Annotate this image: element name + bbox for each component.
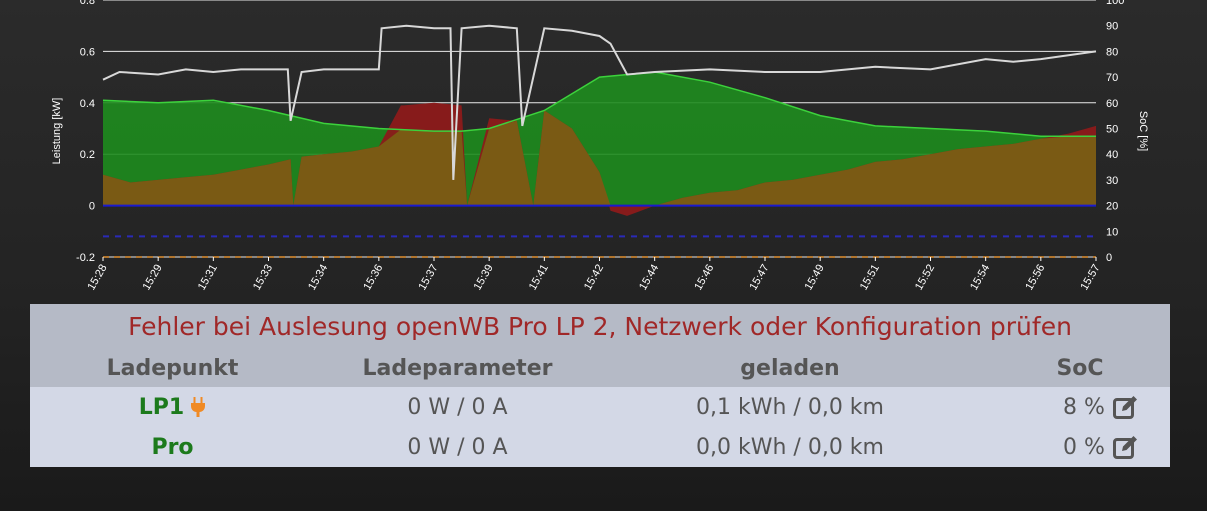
charged-amount: 0,1 kWh / 0,0 km <box>696 394 884 420</box>
y-tick-right: 0 <box>1106 252 1112 264</box>
y-tick-right: 20 <box>1106 201 1118 213</box>
table-header-row: Ladepunkt Ladeparameter geladen SoC <box>30 350 1170 387</box>
x-tick-label: 15:37 <box>416 263 440 293</box>
y-tick-right: 70 <box>1106 72 1118 84</box>
x-tick-label: 15:29 <box>141 263 165 293</box>
charged-amount: 0,0 kWh / 0,0 km <box>696 434 884 460</box>
x-tick-label: 15:44 <box>637 263 661 293</box>
y-tick-left: 0.2 <box>80 149 95 161</box>
power-chart: -0.2 0 0.2 0.4 0.6 0.8 0 10 20 30 40 50 60 70 80 90 100 1… <box>51 0 1149 293</box>
x-tick-label: 15:47 <box>747 263 771 293</box>
x-tick-label: 15:49 <box>803 263 827 293</box>
x-tick-label: 15:39 <box>472 263 496 293</box>
x-tick-label: 15:41 <box>527 263 551 293</box>
pro-name-cell[interactable]: Pro <box>115 427 230 467</box>
x-tick-label: 15:34 <box>306 263 330 293</box>
power-chart-svg: -0.2 0 0.2 0.4 0.6 0.8 0 10 20 30 40 50 60 70 80 90 100 1… <box>51 0 1149 293</box>
x-tick-label: 15:57 <box>1078 263 1102 293</box>
plug-icon <box>191 397 206 417</box>
y-tick-left: 0.4 <box>80 98 95 110</box>
y-tick-right: 40 <box>1106 149 1118 161</box>
header-geladen: geladen <box>740 356 840 381</box>
y-axis-label-right: SoC [%] <box>1137 111 1149 151</box>
soc-cell: 0 % <box>1005 427 1155 467</box>
table-row-lp1: LP1 0 W / 0 A 0,1 kWh / 0,0 km 8 % <box>30 387 1170 427</box>
edit-icon[interactable] <box>1112 434 1139 460</box>
soc-cell: 8 % <box>1005 387 1155 427</box>
x-tick-label: 15:31 <box>196 263 220 293</box>
chargepoint-name: LP1 <box>138 394 185 420</box>
x-tick-label: 15:54 <box>968 263 992 293</box>
y-tick-left: 0 <box>89 201 95 213</box>
charge-status-panel: Fehler bei Auslesung openWB Pro LP 2, Ne… <box>30 304 1170 467</box>
soc-value: 8 % <box>1063 394 1105 420</box>
y-tick-right: 100 <box>1106 0 1124 7</box>
series-area-overlap <box>103 110 1096 206</box>
error-message: Fehler bei Auslesung openWB Pro LP 2, Ne… <box>128 312 1072 341</box>
table-row-pro: Pro 0 W / 0 A 0,0 kWh / 0,0 km 0 % <box>30 427 1170 467</box>
series-line-green <box>102 71 1096 137</box>
x-tick-label: 15:36 <box>361 263 385 293</box>
x-tick-label: 15:51 <box>858 263 882 293</box>
lp1-name-cell[interactable]: LP1 <box>115 387 230 427</box>
y-tick-right: 50 <box>1106 124 1118 136</box>
x-tick-label: 15:56 <box>1023 263 1047 293</box>
header-soc: SoC <box>1056 356 1104 381</box>
y-tick-left: -0.2 <box>76 252 95 264</box>
y-axis-label-left: Leistung [kW] <box>51 98 63 165</box>
edit-icon[interactable] <box>1112 394 1139 420</box>
y-tick-right: 80 <box>1106 46 1118 58</box>
y-tick-right: 30 <box>1106 175 1118 187</box>
header-ladeparameter: Ladeparameter <box>362 356 553 381</box>
charge-params: 0 W / 0 A <box>407 434 508 460</box>
y-tick-right: 90 <box>1106 21 1118 33</box>
y-tick-left: 0.6 <box>80 46 95 58</box>
x-tick-label: 15:52 <box>913 263 937 293</box>
x-tick-label: 15:42 <box>582 263 606 293</box>
chargepoint-name: Pro <box>151 434 194 460</box>
x-tick-label: 15:28 <box>85 263 109 293</box>
y-tick-left: 0.8 <box>80 0 95 7</box>
soc-value: 0 % <box>1063 434 1105 460</box>
y-tick-right: 10 <box>1106 226 1118 238</box>
charge-params: 0 W / 0 A <box>407 394 508 420</box>
x-tick-label: 15:46 <box>692 263 716 293</box>
x-tick-label: 15:33 <box>251 263 275 293</box>
y-tick-right: 60 <box>1106 98 1118 110</box>
series-line-soc <box>102 24 1097 180</box>
header-ladepunkt: Ladepunkt <box>106 356 239 381</box>
